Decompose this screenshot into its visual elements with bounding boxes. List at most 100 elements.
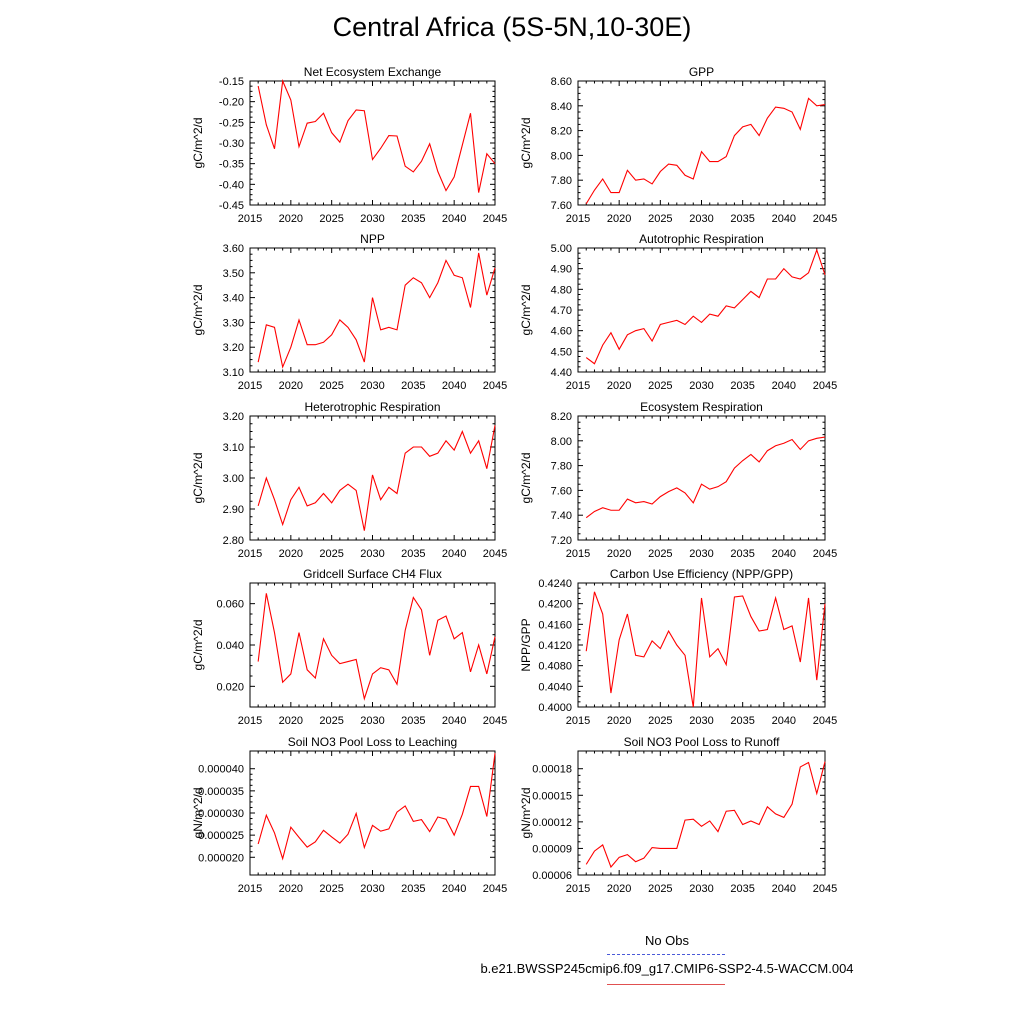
y-tick-label: 3.20 (223, 411, 244, 423)
x-tick-label: 2020 (279, 715, 303, 727)
series-line (257, 593, 496, 701)
x-tick-label: 2035 (730, 883, 754, 895)
series-line (257, 753, 496, 861)
x-tick-label: 2040 (442, 213, 466, 225)
x-tick-label: 2035 (401, 715, 425, 727)
y-tick-label: 7.80 (551, 461, 572, 473)
y-tick-label: 4.70 (551, 305, 572, 317)
x-tick-label: 2020 (607, 213, 631, 225)
y-tick-label: -0.40 (219, 179, 244, 191)
x-tick-label: 2020 (279, 213, 303, 225)
x-tick-label: 2035 (401, 883, 425, 895)
x-tick-label: 2015 (566, 883, 590, 895)
x-tick-label: 2020 (607, 715, 631, 727)
y-tick-label: -0.15 (219, 76, 244, 88)
y-tick-label: 0.00018 (532, 764, 572, 776)
y-axis-label: gC/m^2/d (191, 118, 205, 169)
plot-frame (249, 582, 496, 708)
y-tick-label: 0.4000 (538, 702, 572, 714)
y-tick-label: 0.00006 (532, 870, 572, 882)
plot-frame (249, 80, 496, 206)
x-tick-label: 2045 (483, 213, 507, 225)
series-line (257, 425, 496, 531)
chart-title: Autotrophic Respiration (639, 232, 764, 246)
x-tick-label: 2040 (772, 380, 796, 392)
series-line (585, 591, 826, 708)
x-tick-label: 2040 (442, 883, 466, 895)
y-tick-label: 4.90 (551, 264, 572, 276)
chart-panel: Soil NO3 Pool Loss to Runoff gN/m^2/d 2015… (519, 735, 837, 895)
x-tick-label: 2030 (360, 715, 384, 727)
series-line (585, 97, 826, 205)
chart-title: GPP (689, 65, 714, 79)
y-tick-label: 0.00012 (532, 817, 572, 829)
y-tick-label: 3.40 (223, 293, 244, 305)
y-tick-label: 7.60 (551, 485, 572, 497)
x-tick-label: 2045 (813, 548, 837, 560)
y-tick-label: 8.20 (551, 411, 572, 423)
x-tick-label: 2020 (607, 548, 631, 560)
x-tick-label: 2025 (648, 883, 672, 895)
series-line (585, 248, 826, 365)
y-axis-label: gN/m^2/d (191, 788, 205, 839)
x-tick-label: 2020 (607, 380, 631, 392)
y-axis-label: gN/m^2/d (519, 788, 533, 839)
chart-panel: Ecosystem Respiration gC/m^2/d 2015 2020 202… (519, 400, 837, 560)
y-axis-label: gC/m^2/d (519, 118, 533, 169)
x-tick-label: 2045 (483, 380, 507, 392)
x-tick-label: 2045 (483, 548, 507, 560)
plot-frame (577, 415, 826, 541)
plot-frame (249, 247, 496, 373)
x-tick-label: 2045 (813, 213, 837, 225)
x-tick-label: 2040 (772, 548, 796, 560)
x-tick-label: 2040 (772, 715, 796, 727)
x-tick-label: 2030 (689, 548, 713, 560)
y-tick-label: 0.00015 (532, 790, 572, 802)
y-tick-label: 0.00009 (532, 843, 572, 855)
y-tick-label: 5.00 (551, 243, 572, 255)
x-tick-label: 2030 (689, 715, 713, 727)
x-tick-label: 2020 (607, 883, 631, 895)
x-tick-label: 2035 (401, 380, 425, 392)
chart-title: Soil NO3 Pool Loss to Runoff (624, 735, 781, 749)
series-line (257, 252, 496, 369)
x-tick-label: 2015 (566, 213, 590, 225)
y-tick-label: 0.4080 (538, 661, 572, 673)
y-tick-label: -0.20 (219, 97, 244, 109)
y-tick-label: 0.040 (216, 640, 244, 652)
y-axis-label: gC/m^2/d (191, 620, 205, 671)
x-tick-label: 2035 (730, 715, 754, 727)
y-tick-label: 8.00 (551, 436, 572, 448)
legend-case-label: b.e21.BWSSP245cmip6.f09_g17.CMIP6-SSP2-4… (480, 961, 854, 976)
x-tick-label: 2015 (566, 715, 590, 727)
series-line (585, 436, 826, 519)
chart-panel: NPP gC/m^2/d 2015 2020 2025 2030 2035 2040 2045 3… (191, 232, 507, 392)
plot-frame (577, 750, 826, 876)
x-tick-label: 2025 (319, 715, 343, 727)
x-tick-label: 2035 (401, 548, 425, 560)
x-tick-label: 2015 (238, 213, 262, 225)
x-tick-label: 2015 (238, 380, 262, 392)
y-axis-label: gC/m^2/d (191, 453, 205, 504)
x-tick-label: 2045 (483, 715, 507, 727)
x-tick-label: 2035 (401, 213, 425, 225)
chart-title: Ecosystem Respiration (640, 400, 763, 414)
chart-title: Soil NO3 Pool Loss to Leaching (288, 735, 457, 749)
y-tick-label: 8.60 (551, 76, 572, 88)
series-line (257, 78, 496, 193)
chart-panel: GPP gC/m^2/d 2015 2020 2025 2030 2035 2040 2045 8… (519, 65, 837, 225)
chart-title: NPP (360, 232, 385, 246)
chart-panel: Carbon Use Efficiency (NPP/GPP) NPP/GPP 20… (519, 567, 837, 727)
y-tick-label: 0.000025 (198, 830, 244, 842)
legend-obs-line (607, 954, 725, 955)
plot-frame (577, 247, 826, 373)
plot-frame (249, 750, 496, 876)
y-tick-label: 0.000030 (198, 808, 244, 820)
y-tick-label: 4.60 (551, 326, 572, 338)
chart-panel: Gridcell Surface CH4 Flux gC/m^2/d 2015 202… (191, 567, 507, 727)
y-tick-label: 3.00 (223, 473, 244, 485)
x-tick-label: 2025 (648, 213, 672, 225)
y-tick-label: 7.80 (551, 175, 572, 187)
x-tick-label: 2025 (648, 380, 672, 392)
